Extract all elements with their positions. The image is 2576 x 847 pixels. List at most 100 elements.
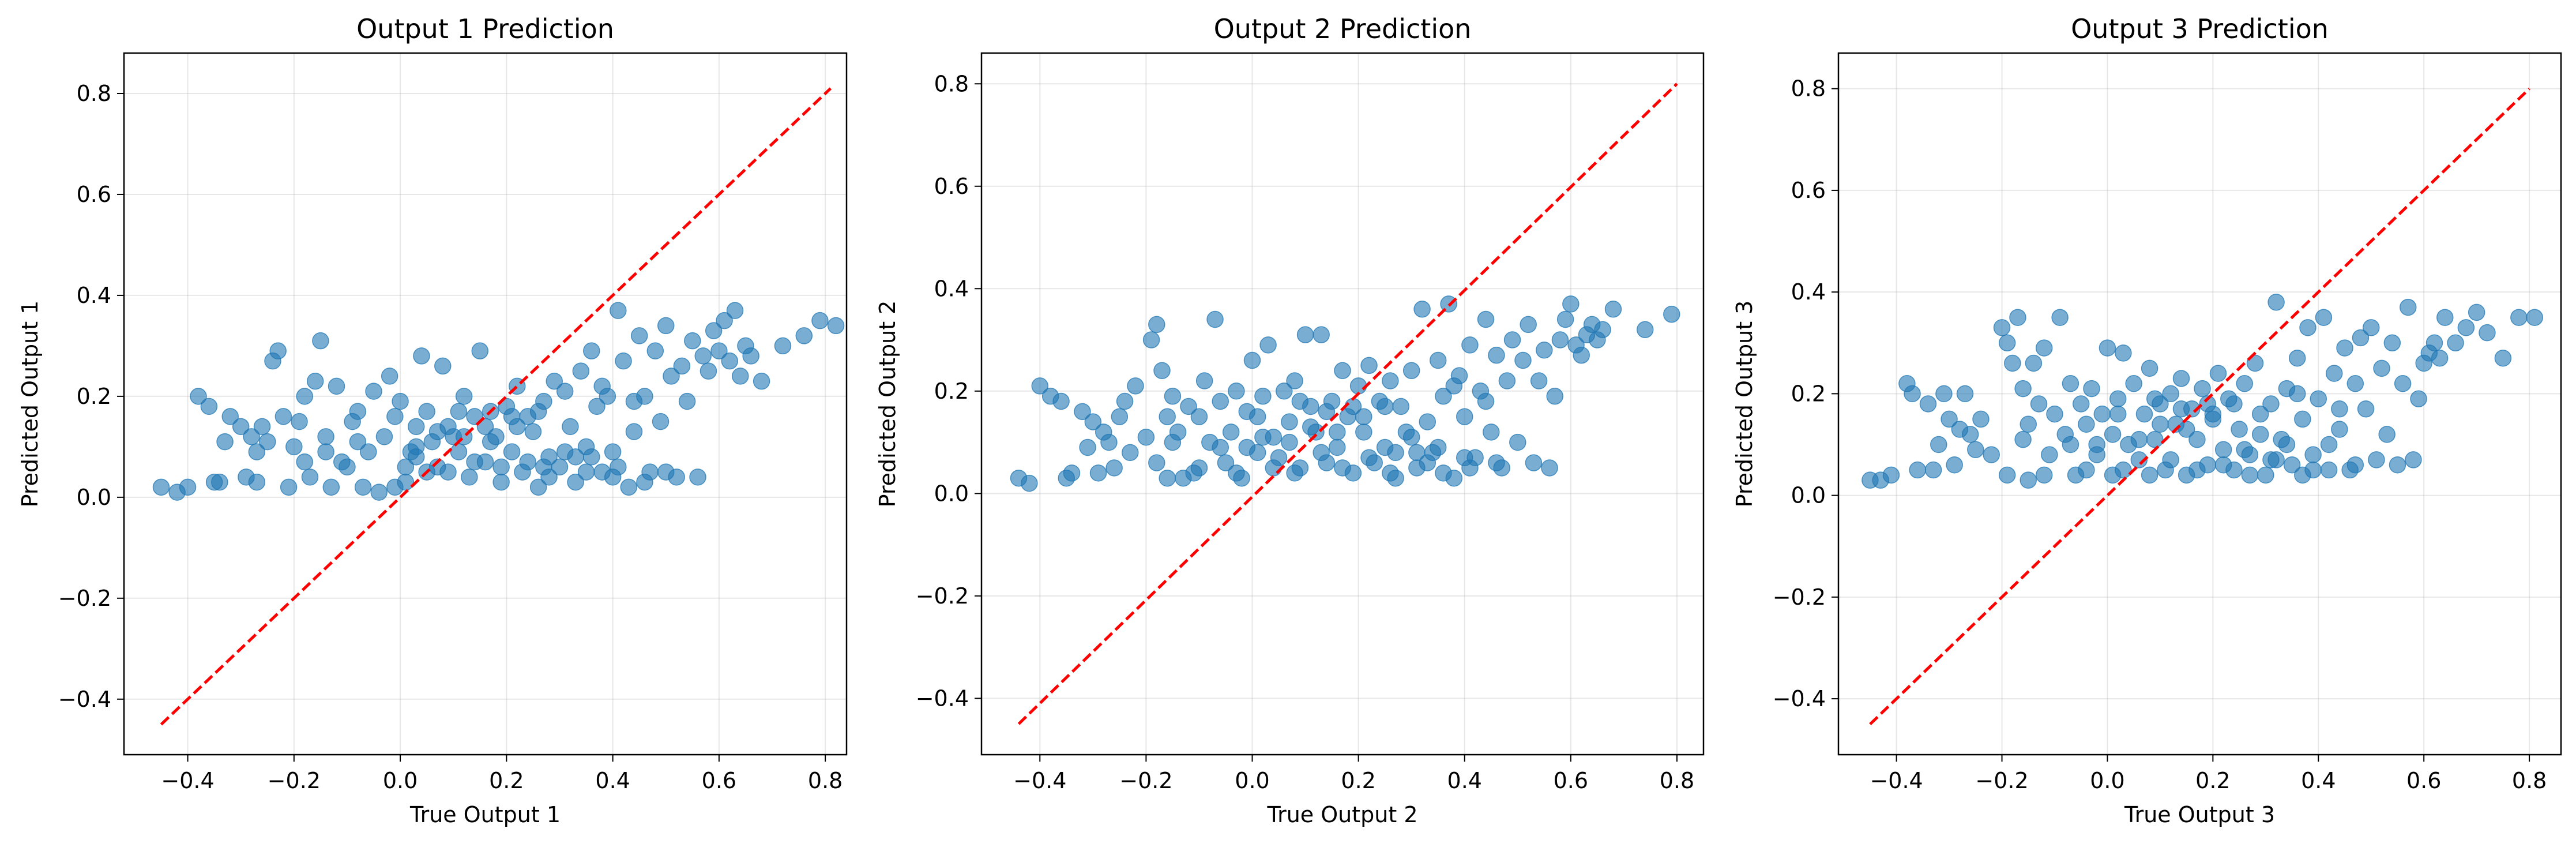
data-point <box>1402 428 1420 446</box>
data-point <box>2041 446 2058 463</box>
data-point <box>1488 454 1505 471</box>
data-point <box>221 408 239 425</box>
data-point <box>1483 424 1500 441</box>
data-point <box>280 478 298 496</box>
data-point <box>663 368 680 385</box>
data-point <box>657 317 675 335</box>
data-point <box>1520 316 1537 333</box>
data-point <box>1456 408 1473 425</box>
data-point <box>200 398 218 415</box>
data-point <box>2425 334 2443 352</box>
data-point <box>1919 395 1937 413</box>
data-point <box>2236 441 2253 459</box>
data-point <box>1190 459 1208 477</box>
data-point <box>466 453 483 471</box>
data-point <box>1238 439 1256 456</box>
data-point <box>1392 398 1410 415</box>
y-tick-label: −0.2 <box>58 586 111 611</box>
data-point <box>1137 428 1155 446</box>
data-point <box>2141 466 2158 484</box>
data-point <box>1116 392 1134 410</box>
data-point <box>2294 410 2311 428</box>
y-tick-label: 0.4 <box>77 283 111 308</box>
reference-line <box>160 87 832 726</box>
x-axis-label: True Output 3 <box>2124 802 2275 827</box>
data-point <box>2357 400 2375 418</box>
data-point <box>2362 319 2380 336</box>
data-point <box>1212 439 1229 456</box>
data-point <box>2104 426 2122 443</box>
data-point <box>726 302 744 319</box>
data-point <box>1413 301 1431 318</box>
data-point <box>152 478 170 496</box>
x-tick-label: 0.2 <box>2195 768 2230 793</box>
data-point <box>1031 377 1049 395</box>
data-point <box>1477 392 1495 410</box>
data-point <box>1259 336 1277 354</box>
data-point <box>450 443 468 460</box>
data-point <box>567 473 584 491</box>
x-tick-label: 0.4 <box>1447 768 1482 793</box>
data-point <box>1254 428 1272 446</box>
data-point <box>1935 385 1953 403</box>
data-point <box>285 438 303 456</box>
data-point <box>529 478 547 496</box>
data-point <box>2188 430 2206 448</box>
data-point <box>2199 395 2216 413</box>
data-point <box>1248 408 1266 425</box>
data-point <box>673 357 691 375</box>
data-point <box>365 383 382 400</box>
data-point <box>535 458 552 476</box>
data-point <box>1930 436 1947 454</box>
x-tick-label: 0.6 <box>2406 768 2441 793</box>
data-point <box>407 418 425 436</box>
data-point <box>1052 392 1070 410</box>
data-point <box>2125 375 2142 392</box>
data-point <box>1212 392 1229 410</box>
plot-frame <box>980 52 1705 756</box>
data-point <box>2246 354 2264 372</box>
data-point <box>1663 305 1680 323</box>
data-point <box>1360 357 1378 374</box>
data-point <box>2346 456 2364 474</box>
data-point <box>636 473 653 491</box>
data-point <box>1111 408 1129 425</box>
data-point <box>1164 387 1182 405</box>
data-point <box>1525 454 1543 471</box>
x-tick-label: 0.4 <box>595 768 630 793</box>
data-point <box>2373 359 2390 377</box>
data-point <box>2241 466 2259 484</box>
data-point <box>1429 439 1447 456</box>
data-point <box>1265 459 1283 477</box>
data-point <box>2078 415 2095 433</box>
data-point <box>450 403 468 420</box>
data-point <box>296 453 313 471</box>
plot-frame <box>1837 52 2562 756</box>
data-point <box>301 469 319 486</box>
data-point <box>1924 461 1942 479</box>
x-tick-label: 0.0 <box>1235 768 1269 793</box>
data-point <box>1164 433 1182 451</box>
data-point <box>546 372 563 390</box>
x-tick-label: −0.2 <box>1119 768 1172 793</box>
x-tick-label: 0.8 <box>2512 768 2547 793</box>
data-point <box>1604 301 1622 318</box>
data-point <box>2336 339 2353 357</box>
data-point <box>827 317 845 335</box>
data-point <box>466 408 483 425</box>
data-point <box>1477 310 1495 328</box>
data-point <box>1498 372 1516 389</box>
data-point <box>1142 331 1160 348</box>
data-point <box>317 428 334 445</box>
data-point <box>1190 408 1208 425</box>
data-point <box>1122 444 1139 462</box>
data-point <box>1536 342 1553 359</box>
data-point <box>2526 309 2544 326</box>
data-point <box>354 478 372 496</box>
data-point <box>503 408 521 425</box>
data-point <box>407 438 425 456</box>
data-point <box>1998 334 2016 352</box>
data-point <box>694 347 712 365</box>
x-tick-label: 0.8 <box>1660 768 1694 793</box>
data-point <box>2315 309 2333 326</box>
